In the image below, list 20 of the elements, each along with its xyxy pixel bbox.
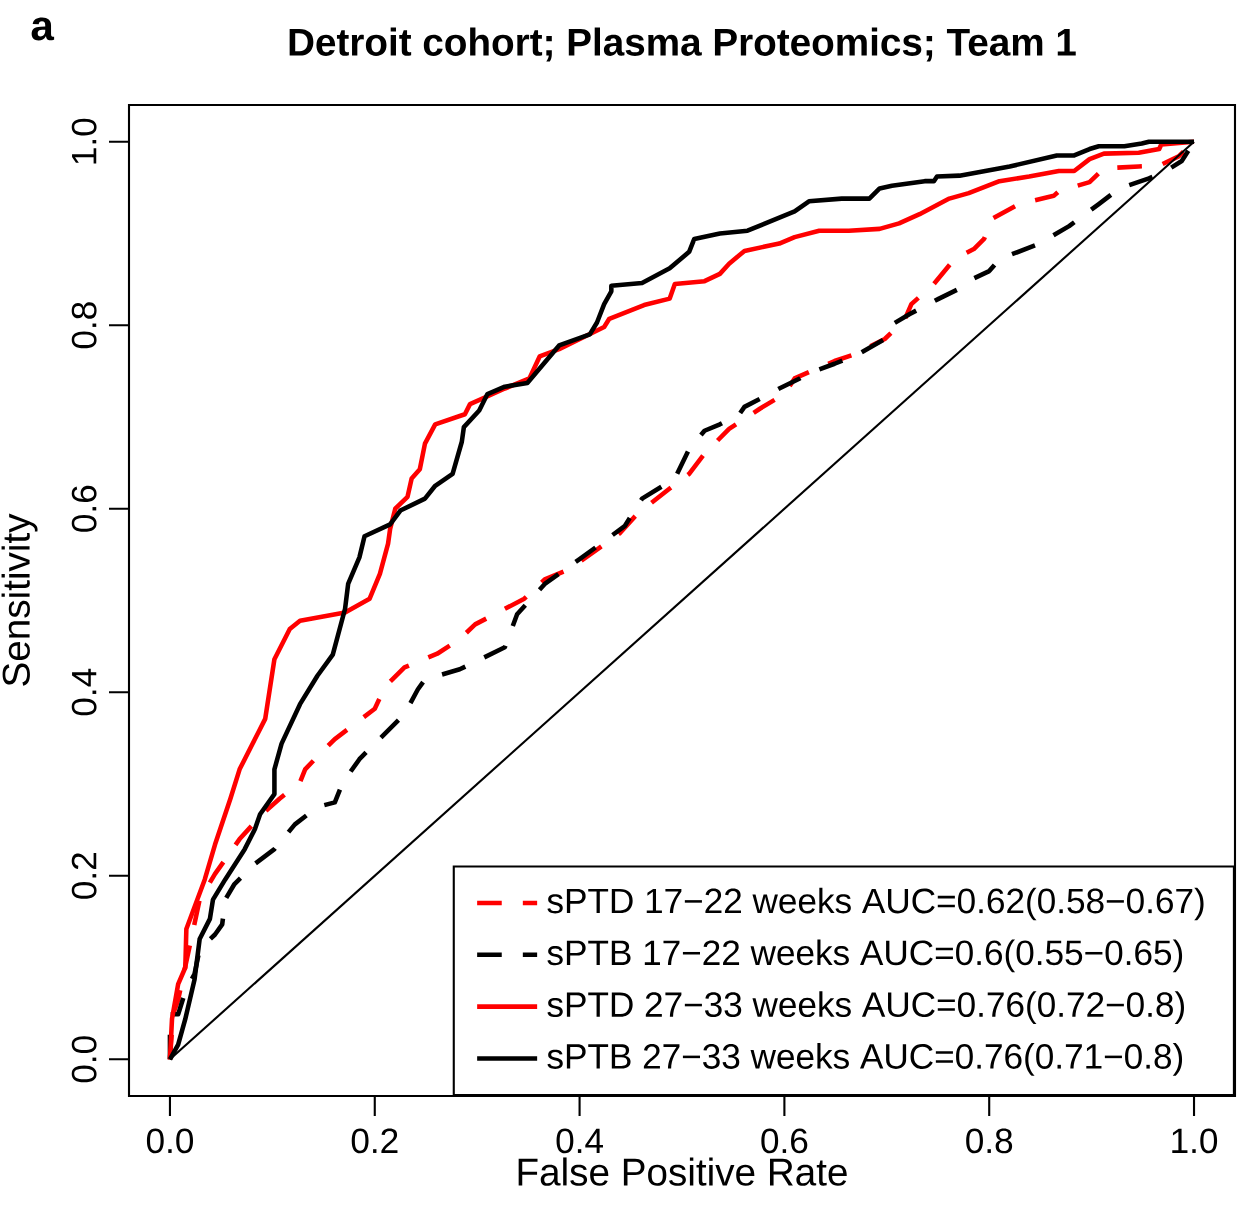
y-axis-title: Sensitivity xyxy=(1,513,38,686)
y-tick-label: 1.0 xyxy=(71,118,97,164)
text: a xyxy=(31,17,55,41)
y-tick-label: 0.2 xyxy=(71,853,97,899)
legend-label: sPTB 27−33 weeks AUC=0.76(0.71−0.8) xyxy=(547,1043,1183,1076)
legend-label: sPTD 17−22 weeks AUC=0.62(0.58−0.67) xyxy=(547,887,1204,921)
legend-label: sPTB 17−22 weeks AUC=0.6(0.55−0.65) xyxy=(547,939,1183,973)
x-tick-label: 0.4 xyxy=(556,1128,603,1154)
x-tick-label: 1.0 xyxy=(1172,1128,1218,1154)
y-tick-label: 0.0 xyxy=(71,1036,97,1083)
y-tick-label: 0.4 xyxy=(71,668,97,716)
x-tick-label: 0.8 xyxy=(966,1128,1013,1154)
x-tick-label: 0.2 xyxy=(351,1128,398,1154)
y-tick-label: 0.6 xyxy=(71,485,97,532)
x-axis-title: False Positive Rate xyxy=(518,1157,847,1186)
legend-label: sPTD 27−33 weeks AUC=0.76(0.72−0.8) xyxy=(547,991,1184,1025)
y-tick-label: 0.8 xyxy=(71,302,97,349)
chart-title: Detroit cohort; Plasma Proteomics; Team 1 xyxy=(289,27,1076,62)
x-tick-label: 0.0 xyxy=(146,1128,194,1154)
x-tick-label: 0.6 xyxy=(761,1128,808,1154)
